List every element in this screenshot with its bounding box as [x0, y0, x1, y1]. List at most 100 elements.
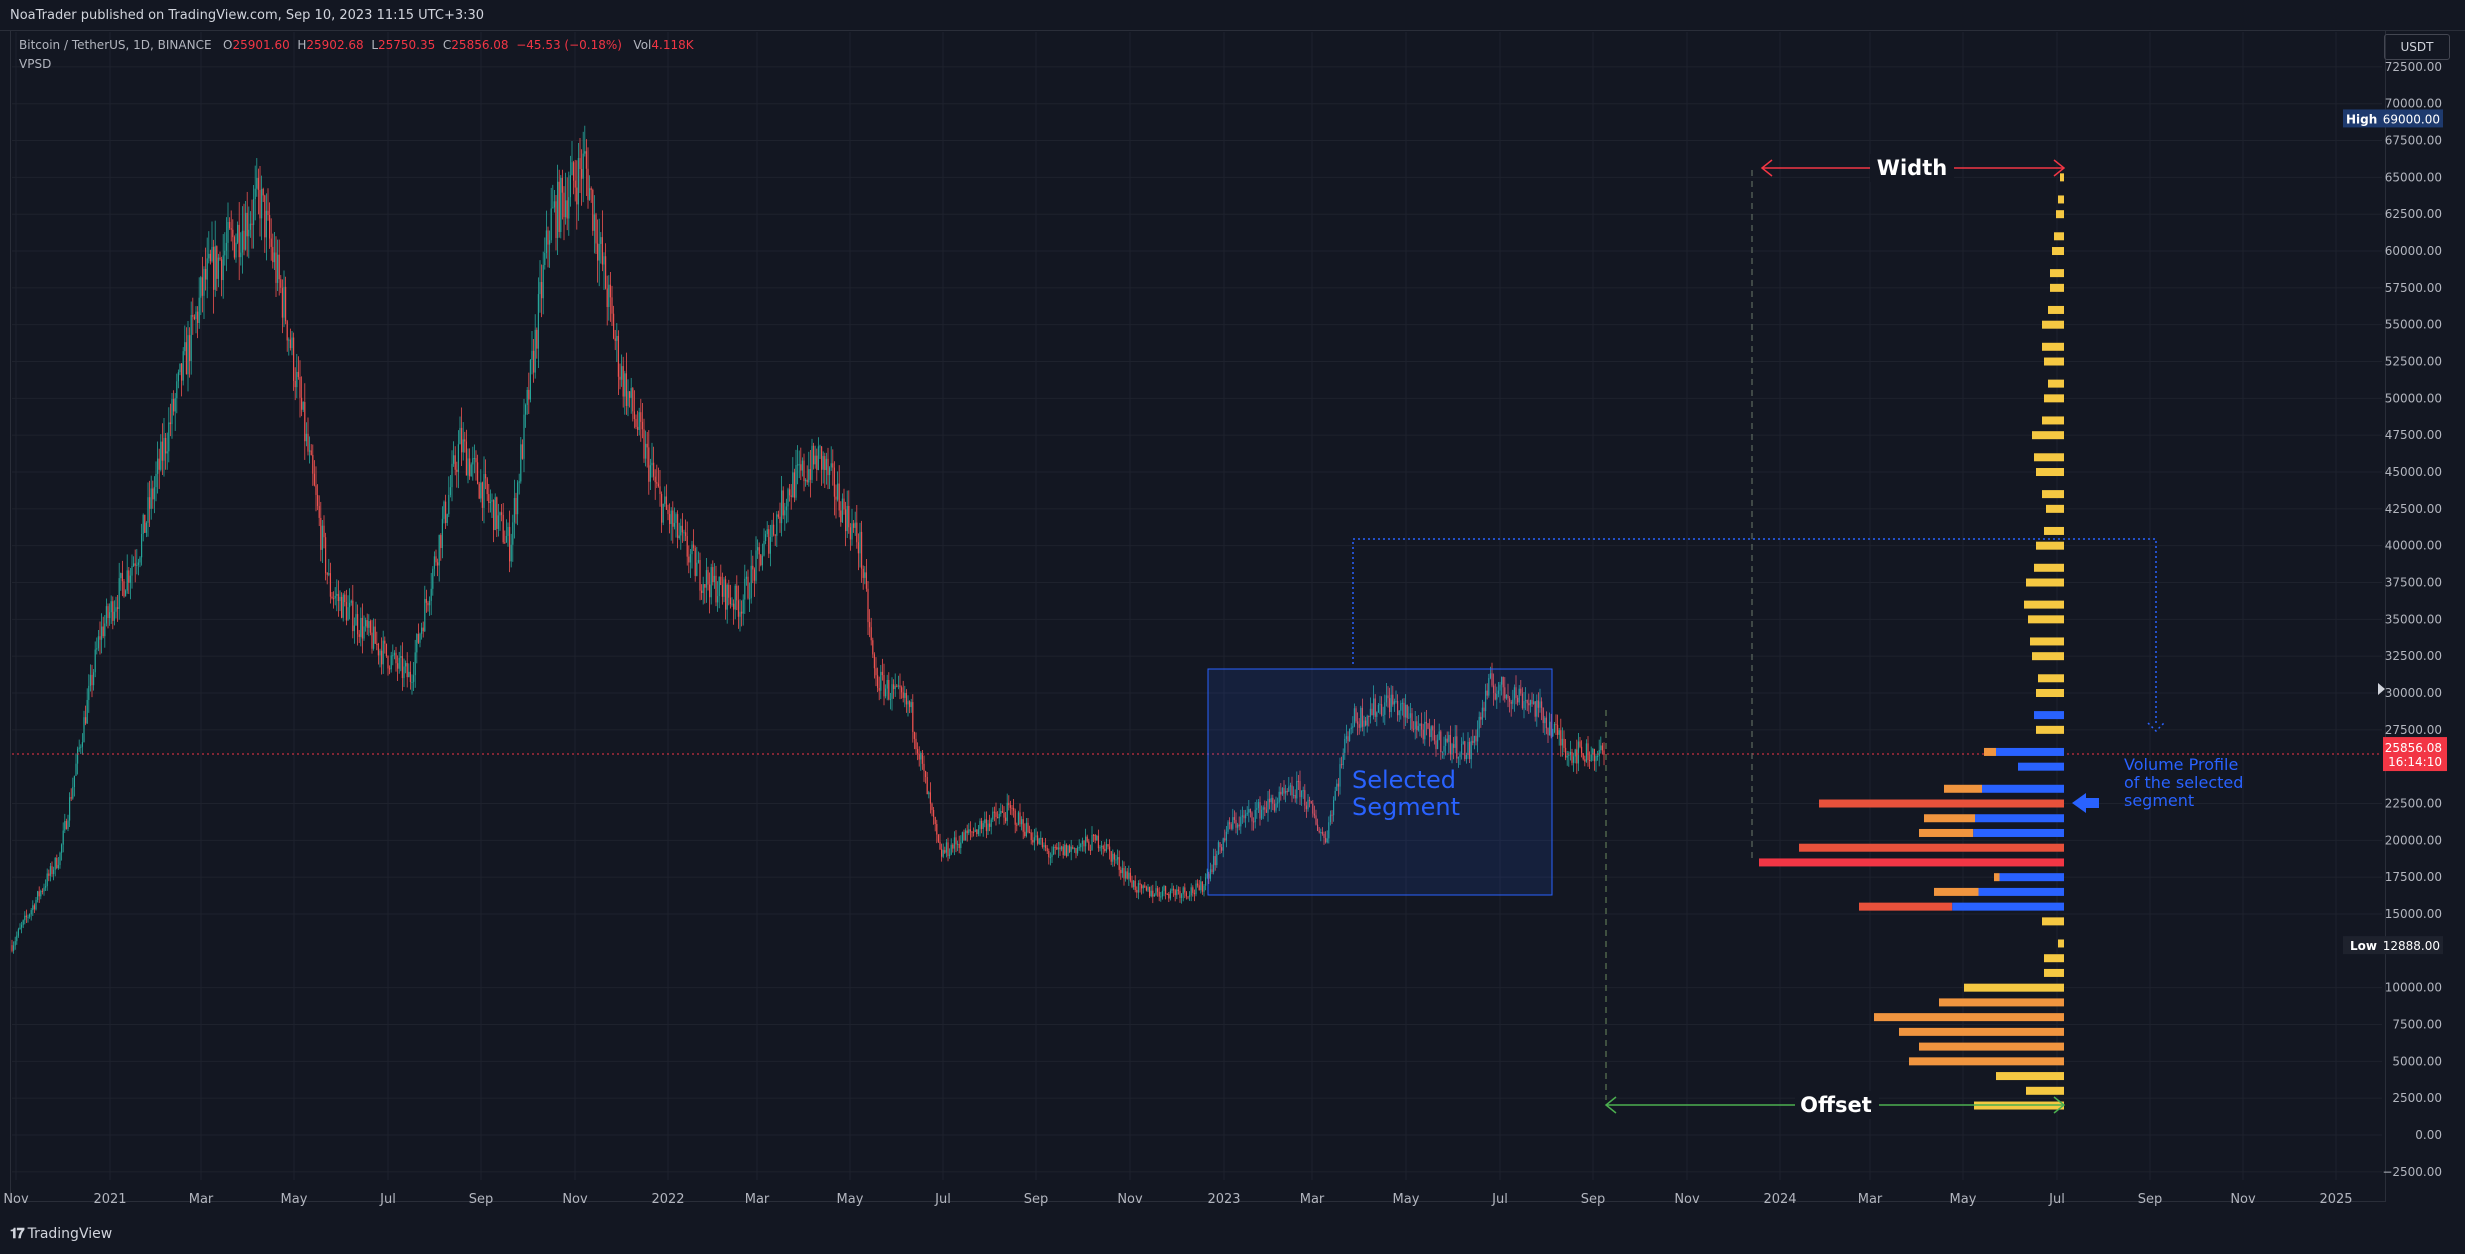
candle-body [1181, 894, 1183, 898]
candle-body [1035, 835, 1037, 838]
candle-body [229, 221, 231, 229]
candle-body [1275, 803, 1277, 811]
candle-body [1352, 726, 1354, 728]
candle-body [1390, 694, 1392, 713]
candle-body [1320, 832, 1322, 834]
price-tick-label: 0.00 [2415, 1128, 2442, 1142]
candle-body [280, 279, 282, 288]
offset-label: Offset [1800, 1093, 1872, 1117]
candle-body [790, 495, 792, 497]
candle-body [61, 844, 63, 853]
candle-body [1405, 704, 1407, 718]
candle-body [397, 663, 399, 669]
candle-body [699, 560, 701, 591]
candle-body [814, 455, 816, 465]
volume-profile-bar [1924, 814, 1975, 823]
candle-body [1137, 883, 1139, 893]
candle-body [587, 168, 589, 200]
candle-body [379, 650, 381, 656]
candle-body [283, 286, 285, 318]
candle-body [1089, 850, 1091, 852]
candle-body [1406, 704, 1408, 719]
candle-body [1553, 724, 1555, 733]
candle-body [256, 177, 258, 189]
candle-body [109, 612, 111, 619]
time-tick-label: Jul [1491, 1192, 1508, 1207]
candle-body [153, 487, 155, 500]
candle-body [1241, 815, 1243, 817]
candle-body [475, 458, 477, 463]
candle-body [1256, 808, 1258, 810]
indicator-label[interactable]: VPSD [19, 57, 52, 71]
candle-body [457, 444, 459, 472]
candle-body [1486, 690, 1488, 696]
candle-body [257, 177, 259, 190]
volume-profile-bar [2026, 1086, 2064, 1095]
candle-body [51, 866, 53, 875]
candle-body [56, 857, 58, 869]
candle-body [1065, 844, 1067, 857]
candle-body [1248, 809, 1250, 813]
candle-body [209, 253, 211, 262]
volume-profile-bar [2058, 195, 2064, 204]
candle-body [931, 803, 933, 810]
candle-body [1437, 739, 1439, 749]
candle-body [1057, 847, 1059, 850]
candle-body [264, 195, 266, 238]
candle-body [1534, 701, 1536, 717]
candle-body [1229, 822, 1231, 825]
low-badge-bg [2343, 936, 2443, 955]
candle-body [185, 342, 187, 375]
candle-body [981, 820, 983, 829]
candle-body [526, 389, 528, 405]
offset-label-bg [1795, 1091, 1879, 1119]
currency-button[interactable]: USDT [2384, 34, 2450, 60]
candle-body [1128, 872, 1130, 879]
candle-body [1360, 707, 1362, 728]
candle-body [1550, 721, 1552, 737]
candle-body [1334, 790, 1336, 801]
open-value: 25901.60 [232, 38, 290, 52]
candle-body [113, 611, 115, 621]
candle-body [149, 497, 151, 509]
candle-body [1313, 813, 1315, 816]
candle-body [336, 593, 338, 596]
candle-body [270, 238, 272, 247]
candle-body [555, 201, 557, 239]
candle-body [139, 557, 141, 563]
candle-body [1414, 721, 1416, 729]
chart-frame[interactable] [10, 30, 2386, 1202]
tradingview-brand[interactable]: 𝟏𝟕 TradingView [10, 1226, 112, 1242]
candle-body [1419, 723, 1421, 727]
candle-body [1265, 809, 1267, 813]
candle-body [222, 255, 224, 281]
candle-body [833, 467, 835, 497]
candle-body [1294, 795, 1296, 799]
candle-body [1016, 824, 1018, 826]
candle-body [1214, 856, 1216, 866]
candle-body [1025, 822, 1027, 837]
volume-profile-bar [1952, 902, 2064, 911]
candle-body [534, 329, 536, 373]
candle-body [1456, 736, 1458, 759]
candle-body [505, 535, 507, 543]
symbol-name[interactable]: Bitcoin / TetherUS, 1D, BINANCE [19, 38, 212, 52]
candle-body [729, 597, 731, 605]
candle-body [1301, 790, 1303, 798]
candle-body [321, 525, 323, 550]
candle-body [560, 177, 562, 232]
candle-body [811, 445, 813, 480]
candle-body [640, 412, 642, 422]
candle-body [278, 254, 280, 280]
candle-body [750, 565, 752, 599]
candle-body [875, 668, 877, 676]
candle-body [933, 809, 935, 817]
candle-body [77, 748, 79, 764]
candle-body [406, 663, 408, 678]
time-tick-label: Mar [1858, 1192, 1883, 1207]
volume-profile-bar [2038, 674, 2064, 683]
candle-body [685, 532, 687, 537]
candle-body [1230, 824, 1232, 829]
candle-body [1385, 695, 1387, 703]
